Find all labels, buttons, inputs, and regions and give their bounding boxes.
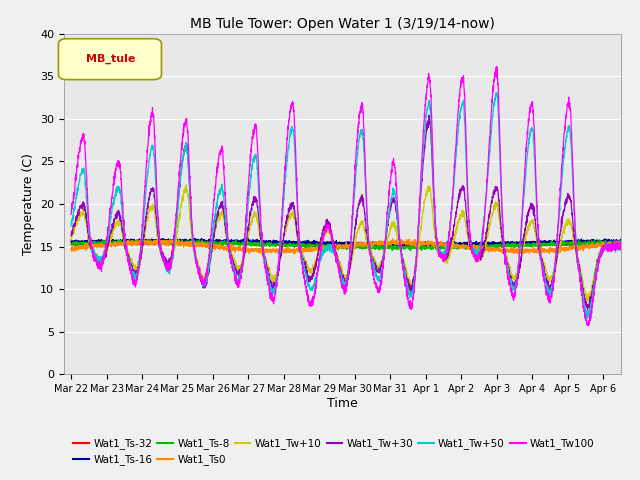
Wat1_Ts-16	[607, 240, 614, 246]
Wat1_Tw+10	[302, 260, 310, 265]
Wat1_Ts0	[500, 251, 508, 257]
Wat1_Ts-8	[406, 248, 414, 253]
Wat1_Ts-8	[278, 241, 286, 247]
Wat1_Ts-8	[163, 240, 170, 246]
Line: Wat1_Tw100: Wat1_Tw100	[71, 67, 621, 325]
Wat1_Tw100	[493, 64, 500, 70]
Wat1_Tw100	[302, 285, 310, 290]
Wat1_Tw+50	[302, 271, 310, 277]
Wat1_Ts0	[67, 246, 75, 252]
Wat1_Ts-32	[302, 240, 310, 246]
Line: Wat1_Ts-8: Wat1_Ts-8	[71, 239, 621, 251]
Wat1_Tw+10	[163, 260, 170, 265]
Wat1_Ts-32	[547, 242, 555, 248]
Wat1_Ts-32	[130, 241, 138, 247]
Wat1_Ts-16	[130, 239, 138, 244]
Wat1_Tw+10	[547, 277, 555, 283]
Wat1_Ts-16	[163, 239, 170, 244]
Wat1_Tw+30	[278, 245, 285, 251]
Wat1_Tw100	[130, 280, 138, 286]
Wat1_Tw100	[607, 245, 614, 251]
Wat1_Ts-32	[617, 240, 625, 246]
Wat1_Tw+30	[67, 233, 75, 239]
Wat1_Tw100	[278, 217, 285, 223]
Line: Wat1_Ts0: Wat1_Ts0	[71, 239, 621, 254]
Wat1_Ts-16	[67, 238, 75, 243]
Wat1_Ts0	[130, 239, 138, 245]
Wat1_Tw100	[584, 323, 592, 328]
Wat1_Ts-8	[302, 245, 310, 251]
Line: Wat1_Ts-16: Wat1_Ts-16	[71, 239, 621, 247]
Line: Wat1_Tw+50: Wat1_Tw+50	[71, 93, 621, 319]
Wat1_Tw+50	[278, 224, 285, 229]
Wat1_Ts-16	[278, 240, 286, 246]
Wat1_Tw+50	[163, 264, 170, 269]
Wat1_Tw+10	[584, 299, 591, 304]
Line: Wat1_Tw+10: Wat1_Tw+10	[71, 185, 621, 301]
Wat1_Ts-8	[121, 236, 129, 242]
Wat1_Tw+30	[302, 270, 310, 276]
Wat1_Ts-8	[607, 240, 614, 246]
Wat1_Tw+10	[617, 244, 625, 250]
Wat1_Tw+50	[67, 223, 75, 229]
Wat1_Ts0	[547, 247, 555, 253]
Text: MB_tule: MB_tule	[86, 54, 135, 64]
Wat1_Ts0	[278, 248, 285, 253]
Wat1_Ts-8	[130, 239, 138, 244]
Wat1_Tw+30	[130, 267, 138, 273]
Wat1_Ts0	[607, 242, 614, 248]
Wat1_Tw+30	[607, 242, 614, 248]
Wat1_Ts-32	[163, 241, 170, 247]
Line: Wat1_Ts-32: Wat1_Ts-32	[71, 241, 621, 248]
Wat1_Ts-32	[278, 240, 286, 246]
Wat1_Tw+50	[493, 90, 500, 96]
Wat1_Ts-16	[302, 238, 310, 244]
Wat1_Ts-16	[617, 237, 625, 242]
Wat1_Tw+50	[547, 290, 555, 296]
Wat1_Tw+10	[130, 263, 138, 269]
Y-axis label: Temperature (C): Temperature (C)	[22, 153, 35, 255]
Wat1_Ts-8	[547, 240, 555, 246]
Legend: Wat1_Ts-32, Wat1_Ts-16, Wat1_Ts-8, Wat1_Ts0, Wat1_Tw+10, Wat1_Tw+30, Wat1_Tw+50,: Wat1_Ts-32, Wat1_Ts-16, Wat1_Ts-8, Wat1_…	[69, 434, 598, 469]
Wat1_Tw+10	[67, 237, 75, 243]
Wat1_Tw100	[547, 294, 555, 300]
Wat1_Tw100	[617, 248, 625, 253]
Wat1_Ts-16	[244, 236, 252, 241]
Wat1_Tw+50	[617, 244, 625, 250]
Wat1_Tw+10	[182, 182, 190, 188]
Wat1_Ts-16	[451, 244, 458, 250]
Wat1_Ts-32	[445, 245, 452, 251]
Wat1_Tw100	[163, 264, 170, 270]
X-axis label: Time: Time	[327, 397, 358, 410]
Wat1_Ts0	[389, 236, 397, 242]
Wat1_Tw+30	[425, 112, 433, 118]
Wat1_Ts-16	[547, 238, 555, 244]
Wat1_Tw+30	[547, 284, 555, 290]
Wat1_Ts0	[302, 248, 310, 254]
Title: MB Tule Tower: Open Water 1 (3/19/14-now): MB Tule Tower: Open Water 1 (3/19/14-now…	[190, 17, 495, 31]
Line: Wat1_Tw+30: Wat1_Tw+30	[71, 115, 621, 310]
Wat1_Ts-8	[617, 240, 625, 245]
Wat1_Ts0	[617, 240, 625, 246]
Wat1_Tw+10	[278, 247, 286, 252]
Wat1_Ts0	[163, 240, 170, 246]
Wat1_Tw+30	[163, 257, 170, 263]
Wat1_Ts-8	[67, 242, 75, 248]
Wat1_Tw+30	[617, 242, 625, 248]
Wat1_Tw+30	[584, 307, 591, 312]
Wat1_Ts-32	[67, 240, 75, 246]
Wat1_Tw+50	[584, 316, 591, 322]
Wat1_Tw+50	[130, 269, 138, 275]
Wat1_Tw+10	[607, 247, 614, 252]
Wat1_Ts-32	[171, 238, 179, 244]
Wat1_Tw100	[67, 212, 75, 217]
Wat1_Ts-32	[607, 240, 614, 246]
Wat1_Tw+50	[607, 244, 614, 250]
FancyBboxPatch shape	[58, 39, 161, 80]
